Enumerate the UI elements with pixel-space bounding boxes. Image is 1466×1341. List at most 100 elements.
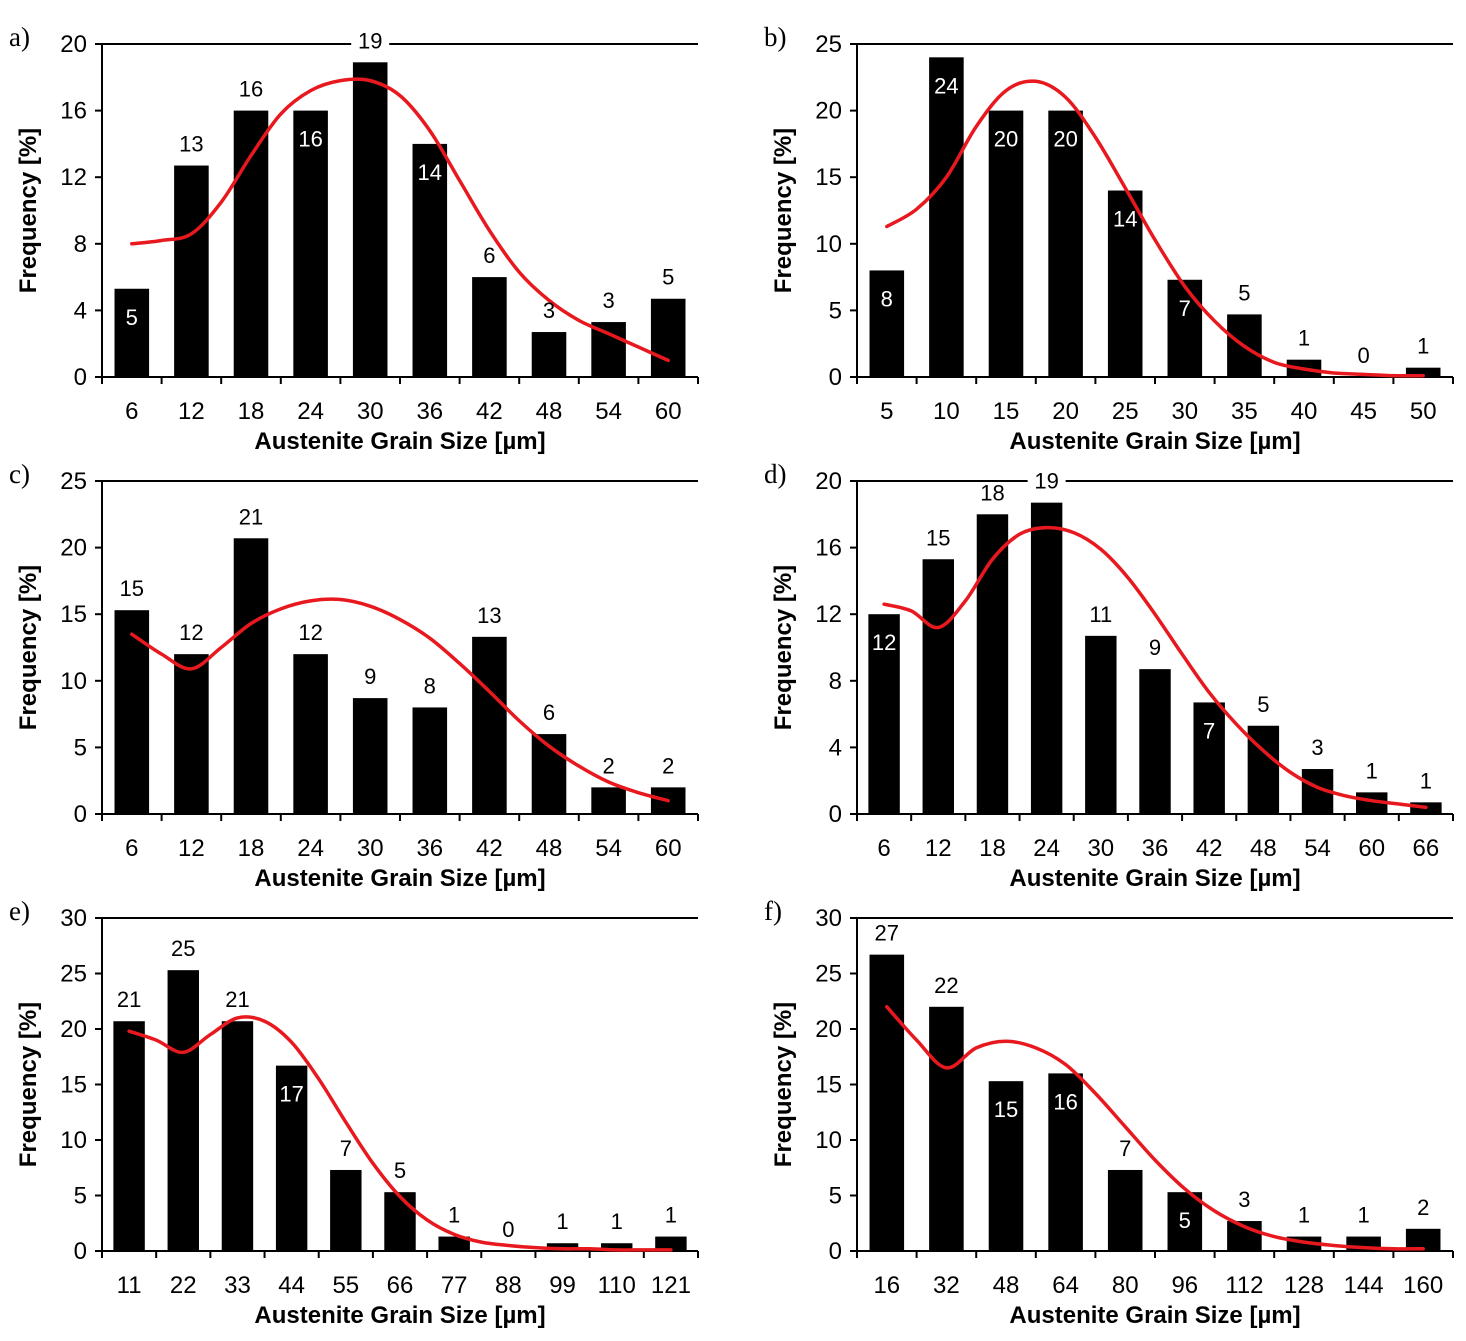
x-tick-label: 30 xyxy=(357,398,384,425)
x-tick-label: 15 xyxy=(993,398,1020,425)
bar-36 xyxy=(1139,669,1171,814)
bar-66 xyxy=(384,1192,416,1251)
x-tick-label: 121 xyxy=(651,1272,691,1299)
x-tick-label: 25 xyxy=(1112,398,1139,425)
chart-panel-2: c) 0 5 10 15 20 25 6 12 18 24 30 36 42 48 54 60 Austenite… xyxy=(9,459,699,892)
x-tick-label: 60 xyxy=(655,398,682,425)
data-label: 16 xyxy=(298,127,322,152)
data-label: 1 xyxy=(611,1209,623,1234)
y-tick-label: 16 xyxy=(60,98,87,125)
data-label: 12 xyxy=(179,620,203,645)
x-tick-label: 110 xyxy=(598,1272,636,1299)
data-label: 20 xyxy=(1053,127,1077,152)
bar-54 xyxy=(591,322,626,377)
bar-33 xyxy=(221,1021,254,1251)
y-tick-label: 0 xyxy=(829,1238,842,1265)
x-tick-label: 64 xyxy=(1052,1272,1079,1299)
y-tick-label: 25 xyxy=(60,468,87,495)
x-tick-label: 66 xyxy=(387,1272,414,1299)
data-label: 1 xyxy=(556,1209,568,1234)
bar-6 xyxy=(868,614,900,814)
data-label: 15 xyxy=(994,1097,1018,1122)
data-label: 15 xyxy=(926,525,950,550)
fit-curve xyxy=(130,77,670,363)
y-tick-label: 15 xyxy=(60,601,87,628)
x-tick-label: 6 xyxy=(877,835,890,862)
fit-curve xyxy=(127,1015,673,1252)
bar-15 xyxy=(988,110,1024,377)
y-tick-label: 10 xyxy=(60,668,87,695)
x-tick-label: 33 xyxy=(224,1272,251,1299)
data-label: 7 xyxy=(1179,296,1191,321)
bar-11 xyxy=(113,1021,145,1251)
x-tick-label: 42 xyxy=(1196,835,1223,862)
bar-30 xyxy=(352,62,388,378)
bar-24 xyxy=(293,110,328,377)
bar-121 xyxy=(655,1236,687,1251)
data-label: 1 xyxy=(1417,334,1429,359)
bar-42 xyxy=(472,636,507,814)
y-axis-title: Frequency [%] xyxy=(15,128,42,293)
x-tick-label: 128 xyxy=(1284,1272,1324,1299)
data-label: 1 xyxy=(1420,768,1432,793)
y-axis-title: Frequency [%] xyxy=(770,128,797,293)
y-tick-label: 25 xyxy=(60,961,87,988)
data-label: 15 xyxy=(120,576,144,601)
y-tick-label: 20 xyxy=(60,535,87,562)
data-label: 13 xyxy=(477,603,501,628)
y-tick-label: 0 xyxy=(829,801,842,828)
x-tick-label: 18 xyxy=(979,835,1006,862)
bar-42 xyxy=(1193,702,1225,814)
y-tick-label: 25 xyxy=(815,31,842,58)
x-tick-label: 55 xyxy=(332,1272,359,1299)
panel-letter: f) xyxy=(764,896,782,926)
x-tick-label: 24 xyxy=(297,398,324,425)
data-label: 11 xyxy=(1089,602,1112,627)
y-tick-label: 16 xyxy=(815,535,842,562)
data-label: 22 xyxy=(934,973,958,998)
y-tick-label: 12 xyxy=(815,601,842,628)
bar-64 xyxy=(1048,1073,1083,1251)
x-tick-label: 12 xyxy=(925,835,952,862)
y-tick-label: 10 xyxy=(60,1127,87,1154)
data-label: 21 xyxy=(225,987,249,1012)
x-tick-label: 48 xyxy=(536,398,563,425)
data-label: 7 xyxy=(1203,718,1215,743)
x-tick-label: 24 xyxy=(1033,835,1060,862)
y-tick-label: 0 xyxy=(74,801,87,828)
y-tick-label: 25 xyxy=(815,961,842,988)
x-tick-label: 30 xyxy=(357,835,384,862)
bar-36 xyxy=(412,143,448,377)
x-tick-label: 48 xyxy=(993,1272,1020,1299)
data-label: 24 xyxy=(934,73,958,98)
data-label: 1 xyxy=(1366,758,1378,783)
bar-60 xyxy=(650,298,686,377)
panel-letter: d) xyxy=(764,459,787,489)
data-label: 9 xyxy=(1149,635,1161,660)
x-axis-title: Austenite Grain Size [µm] xyxy=(254,1302,545,1329)
bar-24 xyxy=(293,654,328,814)
x-tick-label: 11 xyxy=(117,1272,142,1299)
x-tick-label: 36 xyxy=(416,398,443,425)
y-axis-title: Frequency [%] xyxy=(770,1002,797,1167)
data-label: 8 xyxy=(881,286,893,311)
x-tick-label: 50 xyxy=(1410,398,1437,425)
x-tick-label: 24 xyxy=(297,835,324,862)
panel-letter: a) xyxy=(9,22,30,52)
x-tick-label: 42 xyxy=(476,398,503,425)
bar-18 xyxy=(233,538,269,814)
x-tick-label: 18 xyxy=(238,398,265,425)
x-tick-label: 20 xyxy=(1052,398,1079,425)
bar-6 xyxy=(114,288,150,377)
data-label: 6 xyxy=(543,700,555,725)
data-label: 21 xyxy=(239,504,263,529)
x-tick-label: 60 xyxy=(655,835,682,862)
data-label: 3 xyxy=(602,288,614,313)
panel-letter: c) xyxy=(9,459,30,489)
data-label: 1 xyxy=(665,1203,677,1228)
x-tick-label: 44 xyxy=(278,1272,305,1299)
bar-12 xyxy=(922,559,954,814)
